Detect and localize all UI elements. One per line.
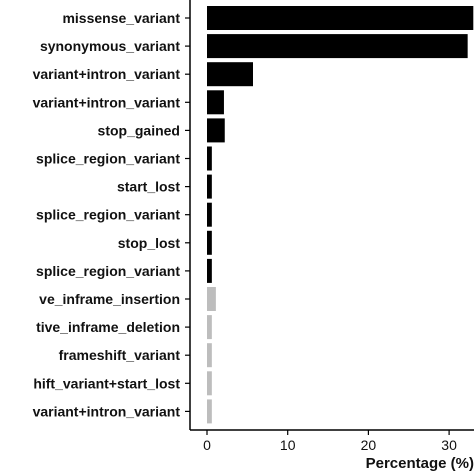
bar: [207, 399, 212, 424]
category-label: missense_variant: [62, 10, 180, 26]
bar: [207, 62, 253, 87]
category-label: splice_region_variant: [36, 263, 180, 279]
bar: [207, 230, 212, 255]
bar: [207, 34, 468, 59]
category-label: variant+intron_variant: [33, 66, 181, 82]
category-label: synonymous_variant: [40, 38, 180, 54]
bar: [207, 202, 212, 227]
category-labels: missense_variant synonymous_variantvarian…: [33, 10, 190, 419]
bar: [207, 315, 212, 340]
bar: [207, 258, 212, 283]
category-label: ve_inframe_insertion: [39, 291, 180, 307]
x-tick-label: 20: [361, 437, 377, 453]
category-label: stop_lost: [118, 235, 181, 251]
x-tick-label: 30: [441, 437, 457, 453]
bar: [207, 174, 212, 199]
category-label: splice_region_variant: [36, 207, 180, 223]
category-label: variant+intron_variant: [33, 94, 181, 110]
bars: [207, 6, 474, 424]
x-tick-label: 10: [280, 437, 296, 453]
bar: [207, 343, 212, 368]
category-label: stop_gained: [98, 122, 180, 138]
category-label: variant+intron_variant: [33, 403, 181, 419]
x-ticks: 0 10 20 30: [203, 430, 457, 453]
bar: [207, 6, 474, 30]
bar: [207, 90, 224, 115]
category-label: start_lost: [117, 179, 180, 195]
x-axis-title: Percentage (%): [366, 455, 474, 472]
axes: [189, 0, 474, 431]
bar: [207, 146, 212, 171]
bar: [207, 287, 216, 311]
x-tick-label: 0: [203, 437, 211, 453]
category-label: frameshift_variant: [59, 347, 181, 363]
category-label: hift_variant+start_lost: [33, 375, 180, 391]
category-label: splice_region_variant: [36, 151, 180, 167]
bar: [207, 371, 212, 396]
category-label: tive_inframe_deletion: [36, 319, 180, 335]
bar: [207, 118, 225, 143]
